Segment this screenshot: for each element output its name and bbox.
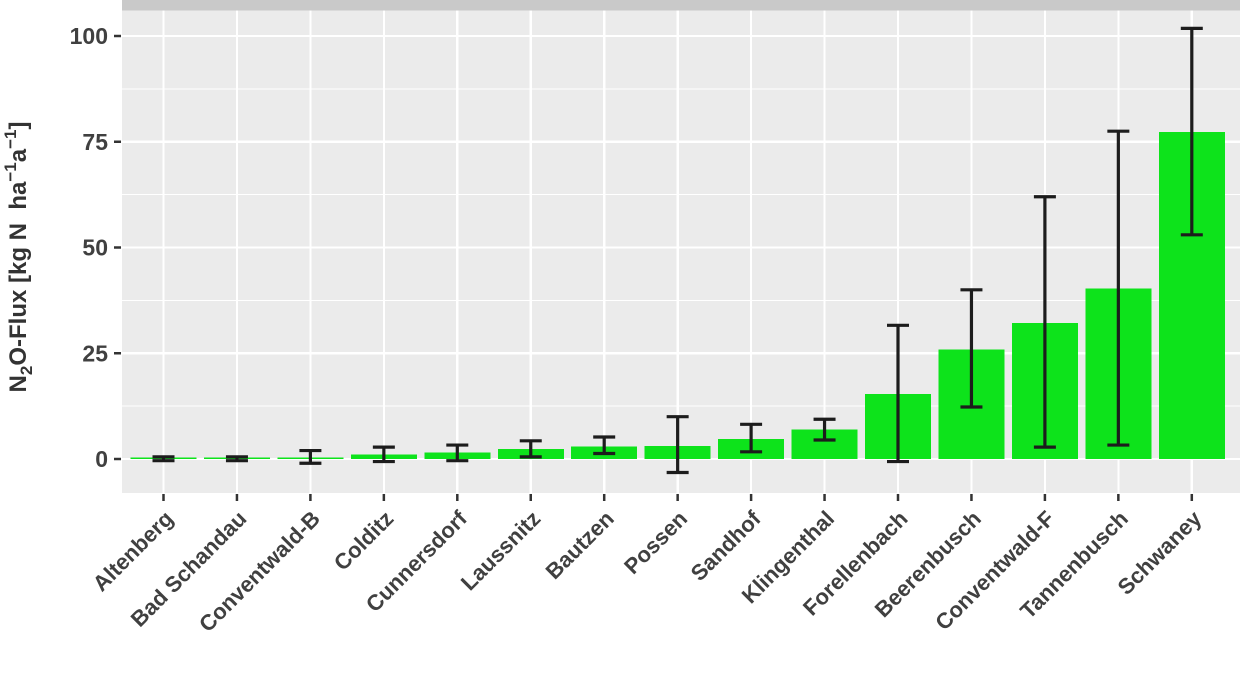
x-tick-label: Possen xyxy=(619,506,692,579)
y-tick-label: 100 xyxy=(70,23,108,49)
y-axis-title: N2O-Flux [kg N ha−1a−1] xyxy=(1,122,36,393)
y-tick-label: 50 xyxy=(82,235,108,261)
y-tick-label: 75 xyxy=(82,129,108,155)
facet-strip xyxy=(122,0,1240,11)
y-tick-label: 0 xyxy=(95,446,108,472)
x-tick-label: Bautzen xyxy=(541,506,619,584)
x-tick-label: Laussnitz xyxy=(456,506,545,595)
x-tick-label: Colditz xyxy=(329,506,399,576)
y-tick-label: 25 xyxy=(82,340,108,366)
